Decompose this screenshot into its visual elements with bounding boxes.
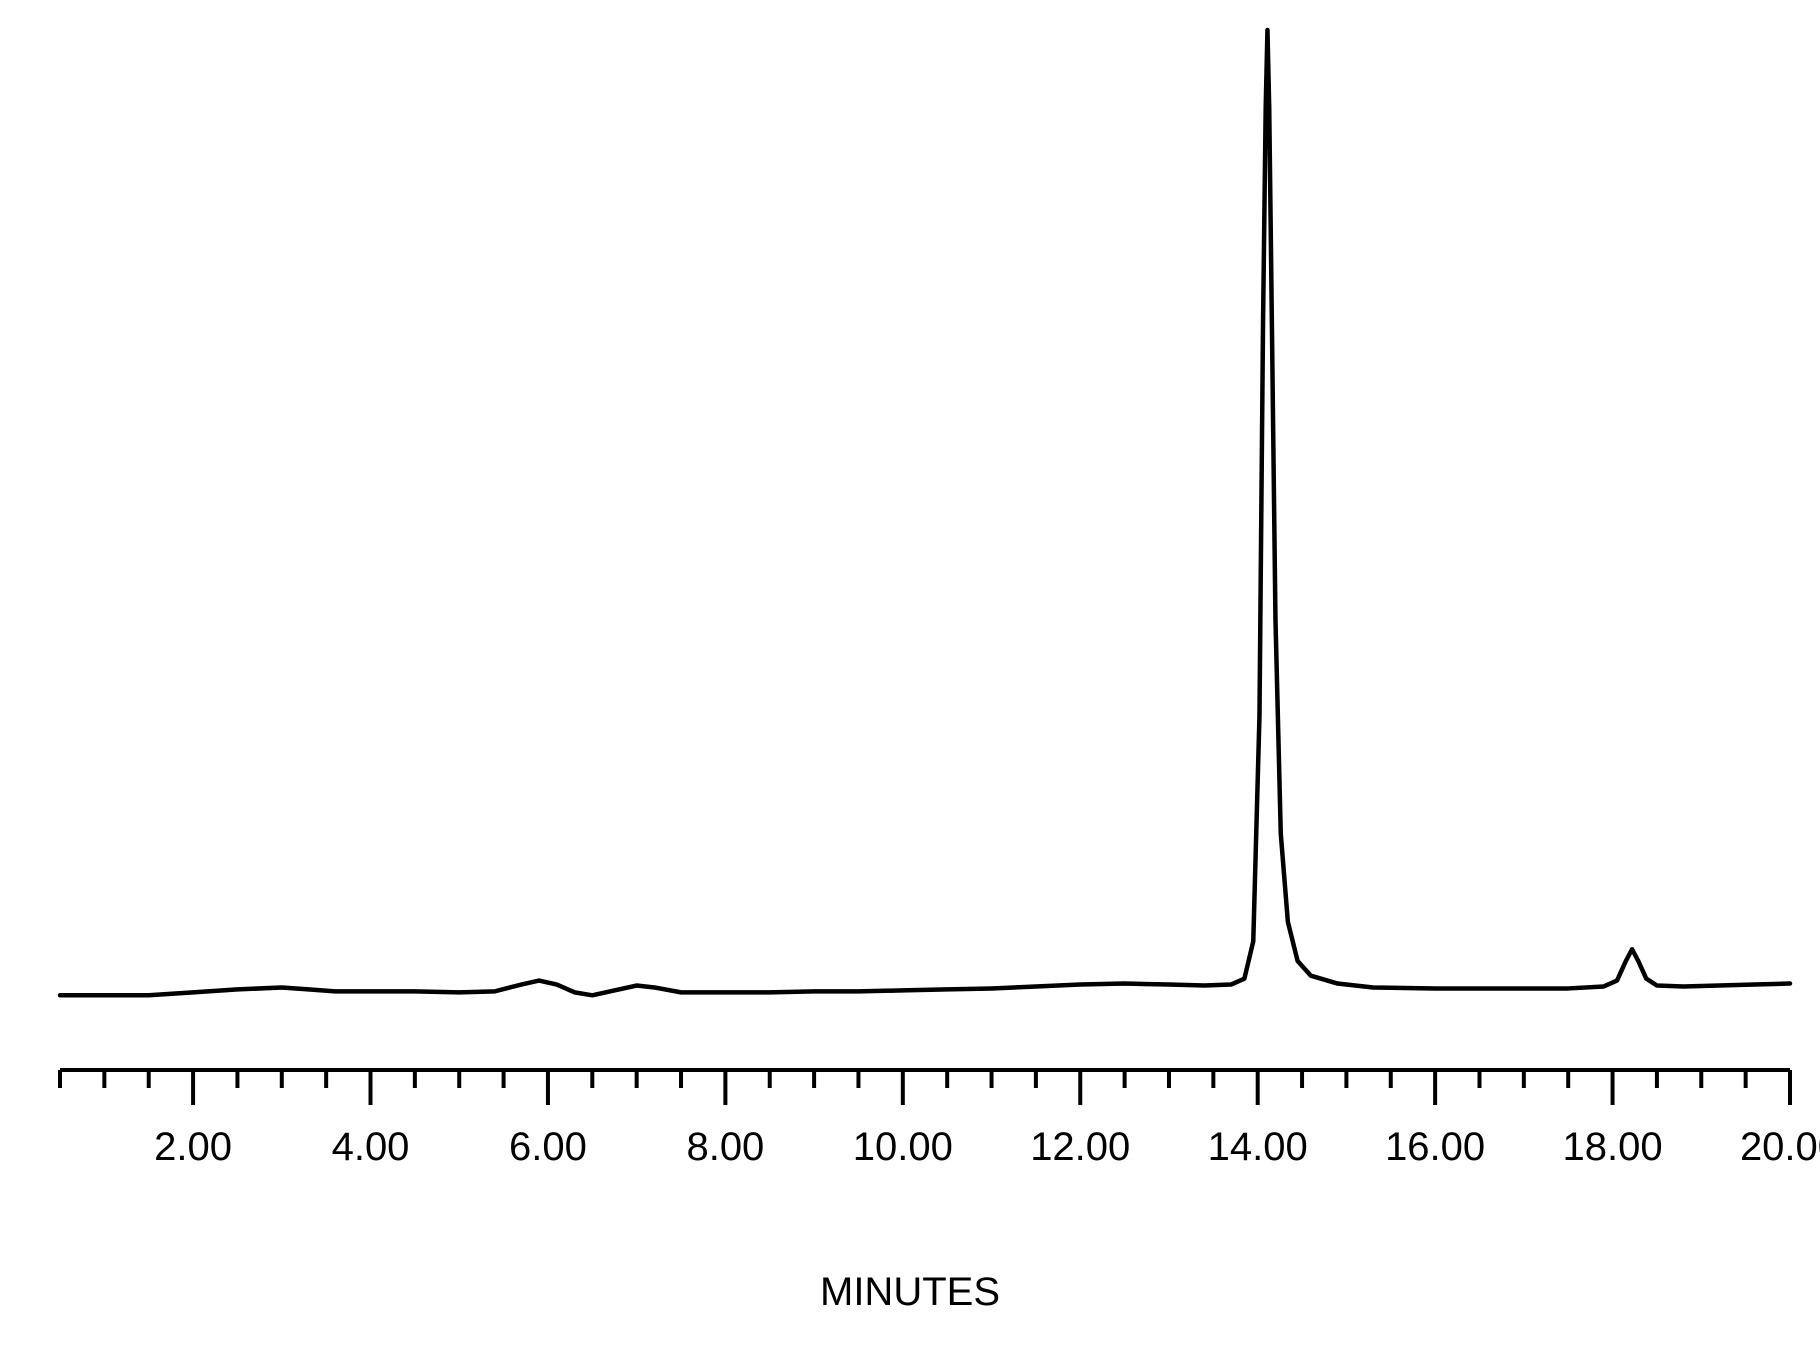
x-tick-label: 6.00 — [509, 1125, 587, 1169]
chromatogram-chart: 2.00 4.00 6.00 8.00 10.00 12.00 14.00 16.00 18.0… — [0, 0, 1820, 1350]
x-tick-label: 10.00 — [853, 1125, 953, 1169]
chart-svg: 2.00 4.00 6.00 8.00 10.00 12.00 14.00 16.00 18.0… — [0, 0, 1820, 1350]
x-tick-label: 2.00 — [154, 1125, 232, 1169]
x-tick-label: 4.00 — [332, 1125, 410, 1169]
x-tick-label: 20.00 — [1740, 1125, 1820, 1169]
x-axis-label: MINUTES — [0, 1270, 1820, 1315]
x-tick-label: 8.00 — [686, 1125, 764, 1169]
x-tick-label: 14.00 — [1208, 1125, 1308, 1169]
chromatogram-trace — [60, 30, 1790, 995]
x-tick-label: 12.00 — [1030, 1125, 1130, 1169]
x-tick-label: 18.00 — [1563, 1125, 1663, 1169]
x-tick-label: 16.00 — [1385, 1125, 1485, 1169]
